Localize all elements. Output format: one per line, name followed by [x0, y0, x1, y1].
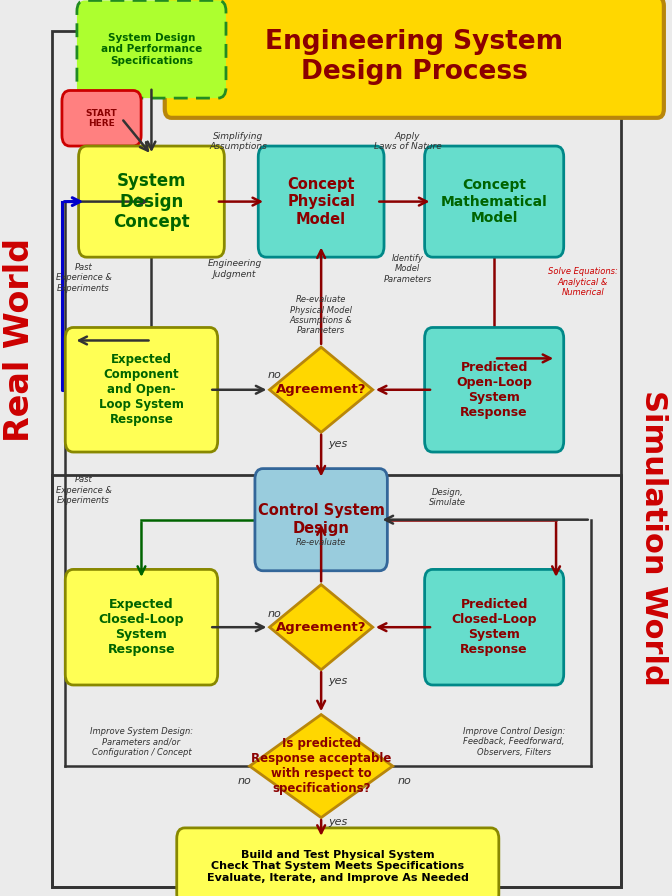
Text: Is predicted
Response acceptable
with respect to
specifications?: Is predicted Response acceptable with re…: [251, 737, 391, 795]
FancyBboxPatch shape: [258, 146, 384, 257]
FancyBboxPatch shape: [65, 328, 218, 452]
Text: Engineering System
Design Process: Engineering System Design Process: [265, 30, 563, 85]
Text: Design,
Simulate: Design, Simulate: [429, 487, 466, 507]
Text: Agreement?: Agreement?: [276, 621, 366, 633]
Text: Agreement?: Agreement?: [276, 383, 366, 396]
Text: Identify
Model
Parameters: Identify Model Parameters: [384, 254, 432, 284]
FancyBboxPatch shape: [425, 146, 564, 257]
Text: Improve Control Design:
Feedback, Feedforward,
Observers, Filters: Improve Control Design: Feedback, Feedfo…: [463, 727, 565, 757]
Text: System
Design
Concept: System Design Concept: [113, 172, 190, 231]
Text: Control System
Design: Control System Design: [257, 504, 384, 536]
Text: Past
Experience &
Experiments: Past Experience & Experiments: [56, 263, 112, 293]
FancyBboxPatch shape: [255, 469, 387, 571]
Text: Build and Test Physical System
Check That System Meets Specifications
Evaluate, : Build and Test Physical System Check Tha…: [207, 849, 468, 883]
Text: yes: yes: [328, 676, 347, 686]
FancyBboxPatch shape: [425, 328, 564, 452]
Text: System Design
and Performance
Specifications: System Design and Performance Specificat…: [101, 32, 202, 66]
Text: Expected
Component
and Open-
Loop System
Response: Expected Component and Open- Loop System…: [99, 353, 184, 426]
FancyBboxPatch shape: [62, 90, 141, 146]
Polygon shape: [249, 715, 392, 817]
Text: no: no: [267, 369, 282, 380]
FancyBboxPatch shape: [425, 570, 564, 685]
Polygon shape: [269, 585, 373, 670]
Text: Engineering
Judgment: Engineering Judgment: [208, 259, 262, 279]
Text: no: no: [238, 776, 251, 787]
Polygon shape: [269, 348, 373, 433]
FancyBboxPatch shape: [165, 0, 664, 117]
Text: Apply
Laws of Nature: Apply Laws of Nature: [374, 132, 442, 151]
Text: Solve Equations:
Analytical &
Numerical: Solve Equations: Analytical & Numerical: [548, 267, 618, 297]
Text: START
HERE: START HERE: [85, 108, 118, 128]
Text: Expected
Closed-Loop
System
Response: Expected Closed-Loop System Response: [99, 599, 184, 656]
Text: Simulation World: Simulation World: [639, 390, 669, 685]
Text: Concept
Mathematical
Model: Concept Mathematical Model: [441, 178, 548, 225]
Text: Concept
Physical
Model: Concept Physical Model: [287, 177, 355, 227]
FancyBboxPatch shape: [177, 828, 499, 896]
Text: yes: yes: [328, 816, 347, 827]
Text: Predicted
Closed-Loop
System
Response: Predicted Closed-Loop System Response: [452, 599, 537, 656]
Text: Past
Experience &
Experiments: Past Experience & Experiments: [56, 475, 112, 505]
FancyBboxPatch shape: [65, 570, 218, 685]
Text: Improve System Design:
Parameters and/or
Configuration / Concept: Improve System Design: Parameters and/or…: [90, 727, 193, 757]
FancyBboxPatch shape: [77, 1, 226, 99]
Text: yes: yes: [328, 438, 347, 449]
FancyBboxPatch shape: [79, 146, 224, 257]
Text: Predicted
Open-Loop
System
Response: Predicted Open-Loop System Response: [456, 361, 532, 418]
Text: no: no: [397, 776, 411, 787]
Text: Re-evaluate: Re-evaluate: [296, 538, 346, 547]
Text: Simplifying
Assumptions: Simplifying Assumptions: [209, 132, 267, 151]
Text: Real World: Real World: [3, 238, 36, 443]
Text: no: no: [267, 608, 282, 619]
Text: Re-evaluate
Physical Model
Assumptions &
Parameters: Re-evaluate Physical Model Assumptions &…: [290, 296, 353, 335]
